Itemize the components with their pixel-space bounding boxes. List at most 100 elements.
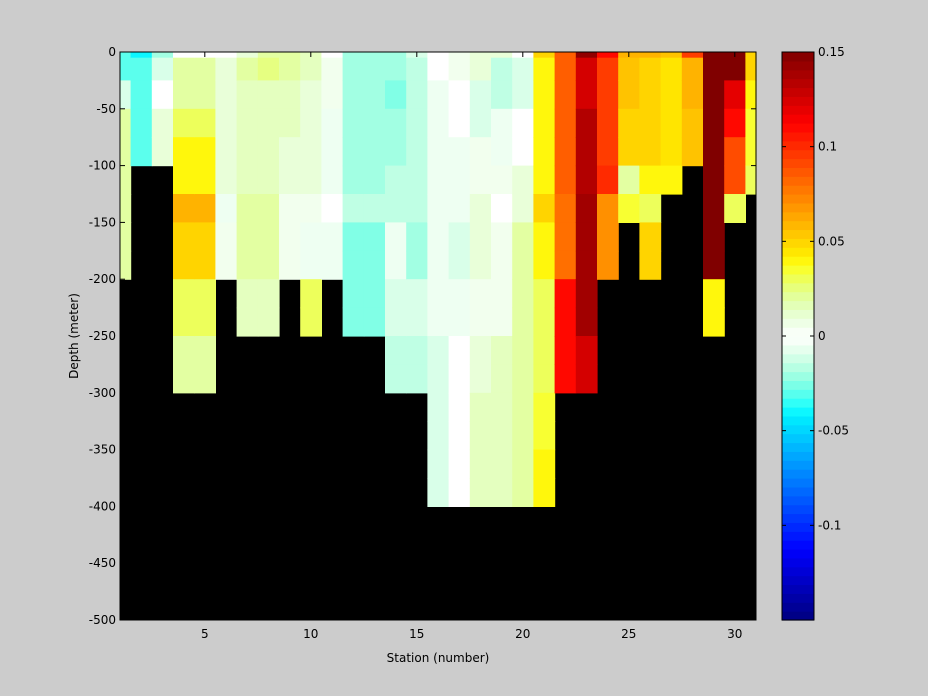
heatmap-cell [639, 137, 662, 167]
heatmap-cell [194, 80, 216, 110]
heatmap-cell [724, 137, 746, 167]
y-tick-label: -350 [89, 443, 116, 457]
heatmap-cell [120, 108, 132, 138]
heatmap-cell [533, 279, 556, 309]
heatmap-cell [215, 108, 238, 138]
heatmap-cell [236, 137, 259, 167]
heatmap-cell [512, 165, 534, 195]
heatmap-cell [194, 222, 216, 252]
colorbar-swatch [782, 167, 814, 177]
heatmap-cell [257, 250, 280, 280]
heatmap-cell [491, 80, 513, 110]
colorbar-swatch [782, 211, 814, 222]
heatmap-cell [385, 57, 407, 81]
colorbar-swatch [782, 78, 814, 89]
heatmap-cell [575, 222, 598, 252]
heatmap-cell [745, 165, 757, 195]
heatmap-cell [491, 137, 513, 167]
heatmap-cell [194, 250, 216, 280]
heatmap-cell [406, 165, 428, 195]
y-axis: 0 -50 -100 -150 -200 -250 -300 -350 -400 -450 -500 [89, 45, 756, 627]
heatmap-cell [173, 336, 195, 365]
heatmap-cell [300, 250, 322, 280]
heatmap-cell [618, 80, 640, 110]
heatmap-cell [554, 52, 577, 59]
heatmap-cell [427, 364, 450, 394]
heatmap-cell [321, 80, 344, 110]
heatmap-cell [342, 194, 365, 223]
heatmap-cell [342, 137, 365, 167]
colorbar-swatch [782, 495, 814, 506]
heatmap-cell [279, 108, 301, 138]
colorbar-swatch [782, 185, 814, 195]
heatmap-cell [173, 222, 195, 252]
heatmap-cell [491, 222, 513, 252]
colorbar-swatch [782, 336, 814, 346]
heatmap-cell [215, 52, 238, 59]
heatmap-cell [469, 222, 492, 252]
heatmap-cell [363, 165, 386, 195]
heatmap-cell [236, 307, 259, 337]
heatmap-cell [703, 57, 725, 81]
heatmap-cell [363, 222, 386, 252]
colorbar-swatch [782, 96, 814, 106]
heatmap-cell [321, 222, 344, 252]
heatmap-cell [448, 307, 471, 337]
heatmap-cell [300, 137, 322, 167]
heatmap-cell [194, 165, 216, 195]
heatmap-cell [427, 392, 450, 422]
colorbar-tick-label: 0 [818, 329, 826, 343]
y-tick-label: -450 [89, 556, 116, 570]
heatmap-cell [363, 52, 386, 59]
heatmap-cell [257, 165, 280, 195]
colorbar-ticks: 0.15 0.1 0.05 0 -0.05 -0.1 [782, 45, 849, 532]
heatmap-cell [342, 165, 365, 195]
heatmap-cell [469, 80, 492, 110]
colorbar-tick-label: 0.15 [818, 45, 845, 59]
heatmap-cell [173, 108, 195, 138]
heatmap-cell [448, 80, 471, 110]
heatmap-cell [385, 194, 407, 223]
colorbar-swatch [782, 282, 814, 293]
heatmap-cell [363, 57, 386, 81]
colorbar-swatch [782, 460, 814, 470]
heatmap-cell [703, 108, 725, 138]
heatmap-cell [575, 57, 598, 81]
heatmap-cell [173, 307, 195, 337]
heatmap-cell [363, 250, 386, 280]
heatmap-cell [279, 165, 301, 195]
heatmap-cell [512, 449, 534, 479]
heatmap-cell [120, 52, 132, 59]
x-tick-label: 10 [303, 627, 318, 641]
heatmap-cell [215, 165, 238, 195]
heatmap-cell [257, 222, 280, 252]
colorbar-swatch [782, 265, 814, 275]
heatmap-cell [194, 307, 216, 337]
heatmap-cell [597, 137, 619, 167]
heatmap-cell [215, 57, 238, 81]
heatmap-cell [469, 364, 492, 394]
heatmap-cell [130, 137, 153, 167]
heatmap-cell [512, 307, 534, 337]
heatmap-cell [215, 222, 238, 252]
x-tick-label: 5 [201, 627, 209, 641]
heatmap-cell [215, 194, 238, 223]
heatmap-cell [724, 80, 746, 110]
heatmap-cell [575, 52, 598, 59]
heatmap-cell [469, 194, 492, 223]
heatmap-cell [173, 80, 195, 110]
heatmap-cell [342, 279, 365, 309]
colorbar-tick-label: -0.1 [818, 518, 841, 532]
heatmap-cell [120, 165, 132, 195]
heatmap-cell [597, 222, 619, 252]
heatmap-cell [491, 52, 513, 59]
heatmap-cell [575, 364, 598, 394]
heatmap-cell [491, 165, 513, 195]
heatmap-cell [512, 80, 534, 110]
heatmap-cell [491, 478, 513, 507]
heatmap-cell [512, 421, 534, 451]
heatmap-cell [279, 137, 301, 167]
heatmap-cell [427, 307, 450, 337]
colorbar-swatch [782, 202, 814, 213]
